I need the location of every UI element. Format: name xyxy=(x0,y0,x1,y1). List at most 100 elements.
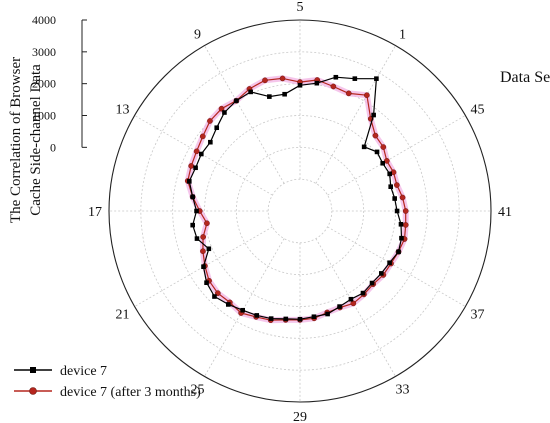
point-s0-48 xyxy=(371,112,376,118)
point-s0-28 xyxy=(283,316,289,322)
angular-tick-label: 41 xyxy=(498,205,512,220)
legend-marker-device-7-after xyxy=(29,387,37,395)
point-s0-30 xyxy=(311,314,317,320)
angular-tick-label: 29 xyxy=(293,410,307,423)
grid-spoke xyxy=(327,226,466,307)
point-s1-33 xyxy=(350,300,357,307)
outer-circle xyxy=(108,19,492,403)
point-s1-41 xyxy=(402,208,409,214)
point-s0-45 xyxy=(380,160,386,166)
point-s0-2 xyxy=(352,76,358,81)
point-s1-46 xyxy=(380,144,387,150)
point-s0-15 xyxy=(187,179,192,184)
point-s0-46 xyxy=(374,149,380,155)
point-s0-5 xyxy=(297,82,303,88)
point-s0-19 xyxy=(194,236,200,241)
grid-circle xyxy=(235,146,365,276)
grid-spoke xyxy=(134,115,273,196)
point-s1-3 xyxy=(330,83,337,90)
radial-tick-label: 2000 xyxy=(32,77,56,91)
point-s0-12 xyxy=(208,139,213,145)
angular-tick-label: 45 xyxy=(471,103,485,118)
point-s0-3 xyxy=(333,74,339,80)
point-s0-32 xyxy=(337,304,342,309)
point-s0-33 xyxy=(348,296,354,302)
point-s0-37 xyxy=(387,260,392,266)
point-s0-4 xyxy=(314,80,320,86)
point-s1-10 xyxy=(218,105,225,112)
point-s1-47 xyxy=(372,132,379,139)
point-s1-18 xyxy=(204,220,210,227)
grid-spoke xyxy=(134,226,273,307)
radial-tick-label: 0 xyxy=(50,140,56,154)
point-s0-6 xyxy=(282,91,287,97)
grid-spoke xyxy=(315,45,396,184)
angular-tick-label: 21 xyxy=(115,308,129,323)
grid-spoke xyxy=(327,115,466,196)
grid-spoke xyxy=(204,238,285,377)
point-s0-38 xyxy=(396,249,401,255)
angular-tick-label: 33 xyxy=(396,383,410,398)
point-s0-24 xyxy=(225,302,231,307)
point-s1-19 xyxy=(200,234,206,240)
radial-axis: 0 1000 2000 3000 4000 xyxy=(32,13,87,154)
grid-spoke xyxy=(315,238,396,377)
point-s1-45 xyxy=(383,158,390,164)
point-s0-8 xyxy=(248,89,253,95)
point-s0-42 xyxy=(392,196,397,201)
point-s1-12 xyxy=(199,133,206,140)
point-s0-1 xyxy=(374,76,379,81)
point-s0-35 xyxy=(369,280,375,286)
legend-label-device-7: device 7 xyxy=(60,364,107,379)
angular-tick-label: 17 xyxy=(88,205,102,220)
point-s1-2 xyxy=(345,90,352,97)
point-s1-14 xyxy=(188,163,195,169)
series-group xyxy=(184,74,409,324)
angular-axis: 1 5 9 13 17 21 25 29 33 37 41 45 xyxy=(88,0,512,423)
angular-tick-label: 5 xyxy=(297,0,304,15)
point-s0-14 xyxy=(193,165,198,171)
point-s1-42 xyxy=(399,194,406,201)
legend-label-device-7-after: device 7 (after 3 months) xyxy=(60,385,201,400)
point-s1-13 xyxy=(193,148,200,155)
grid-circle xyxy=(267,178,333,244)
point-s1-6 xyxy=(279,75,286,82)
radial-tick-label: 1000 xyxy=(32,109,56,123)
grid-circle xyxy=(172,83,428,339)
point-s0-31 xyxy=(325,311,330,317)
point-s0-34 xyxy=(360,290,366,296)
point-s0-21 xyxy=(201,264,206,270)
legend-marker-device-7 xyxy=(30,367,36,373)
point-s0-40 xyxy=(398,221,404,227)
point-s0-43 xyxy=(388,184,394,189)
point-s0-44 xyxy=(387,171,393,177)
radial-tick-label: 3000 xyxy=(32,45,56,59)
point-s0-16 xyxy=(190,194,195,200)
point-s0-36 xyxy=(379,271,384,276)
grid-spoke xyxy=(204,45,285,184)
point-s0-25 xyxy=(240,307,245,313)
point-s0-47 xyxy=(361,144,367,150)
angular-tick-label: 25 xyxy=(191,383,205,398)
point-s0-22 xyxy=(204,280,209,286)
point-s0-7 xyxy=(267,94,272,99)
point-s1-40 xyxy=(402,222,409,228)
point-s1-7 xyxy=(262,77,268,84)
point-s0-23 xyxy=(212,294,217,299)
y-axis-label-line-1: The Correlation of Browser xyxy=(8,57,24,223)
point-s0-41 xyxy=(394,208,400,214)
angular-tick-label: 1 xyxy=(399,27,406,42)
grid-circle xyxy=(140,51,460,371)
legend: device 7 device 7 (after 3 months) xyxy=(14,364,201,400)
point-s0-27 xyxy=(268,316,274,321)
point-s0-26 xyxy=(254,313,260,318)
point-s0-20 xyxy=(206,246,212,252)
point-s0-17 xyxy=(194,208,199,214)
point-s0-11 xyxy=(214,125,220,131)
polar-grid xyxy=(108,19,492,403)
angular-tick-label: 13 xyxy=(115,103,129,118)
point-s1-1 xyxy=(364,92,370,99)
point-s0-18 xyxy=(190,222,195,228)
angular-tick-label: 37 xyxy=(471,308,485,323)
